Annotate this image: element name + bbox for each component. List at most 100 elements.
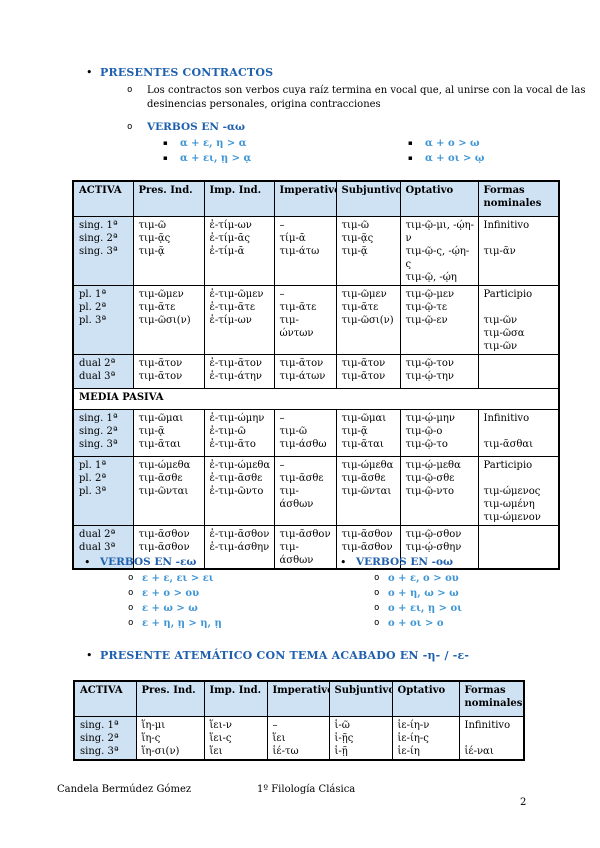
row-label-cell: pl. 1ª pl. 2ª pl. 3ª — [72, 455, 134, 526]
cell-optativo: τιμ-ῴ-μεθα τιμ-ῷ-σθε τιμ-ῷ-ντο — [399, 455, 479, 526]
contraction-rule-row: α + ε, η > α — [163, 137, 246, 150]
contraction-rule: ο + ε, ο > ου — [388, 573, 459, 584]
bullet-icon — [86, 649, 100, 662]
cell-formas — [477, 524, 560, 569]
cell-imperativo: τιμ-ᾶσθον τιμ-άσθων — [273, 524, 337, 569]
contraction-rule-row: α + ει, ῃ > ᾳ — [163, 152, 251, 165]
cell-imperativo: τιμ-ᾶτον τιμ-άτων — [273, 353, 337, 389]
circle-bullet-icon — [128, 602, 142, 615]
cell-imp-ind: ἐ-τιμ-ᾶτον ἐ-τιμ-άτην — [203, 353, 275, 389]
paradigm-table-athematic: ACTIVA Pres. Ind. Imp. Ind. Imperativo S… — [73, 680, 525, 761]
circle-bullet-icon — [374, 587, 388, 600]
contraction-rule-row: ο + ει, ῃ > οι — [374, 602, 462, 615]
column-header-imperativo: Imperativo — [273, 180, 337, 217]
contraction-rule-row: ο + ε, ο > ου — [374, 572, 459, 585]
cell-subjuntivo: ἱ-ῶ ἱ-ῇς ἱ-ῇ — [328, 715, 393, 761]
cell-formas: Infinitivo τιμ-ᾶν — [477, 215, 560, 286]
column-header-imperativo: Imperativo — [266, 680, 330, 717]
cell-imperativo: – τιμ-ᾶσθε τιμ-άσθων — [273, 455, 337, 526]
bullet-icon — [86, 66, 100, 79]
contraction-rule: α + ε, η > α — [180, 138, 247, 149]
contraction-rule: ε + ε, ει > ει — [142, 573, 214, 584]
cell-subjuntivo: τιμ-ᾶτον τιμ-ᾶτον — [335, 353, 401, 389]
cell-pres-ind: τιμ-ῶ τιμ-ᾷς τιμ-ᾷ — [132, 215, 205, 286]
media-pasiva-header: MEDIA PASIVA — [72, 387, 560, 410]
square-bullet-icon — [163, 152, 180, 165]
contraction-rule-row: ο + οι > ο — [374, 617, 444, 630]
column-header-pres-ind: Pres. Ind. — [135, 680, 205, 717]
square-bullet-icon — [408, 137, 425, 150]
contraction-rule: ε + ο > ου — [142, 588, 200, 599]
table-row-activa-dual: dual 2ª dual 3ª τιμ-ᾶτον τιμ-ᾶτον ἐ-τιμ-… — [72, 353, 560, 389]
circle-bullet-icon — [128, 617, 142, 630]
cell-pres-ind: τιμ-ῶμαι τιμ-ᾷ τιμ-ᾶται — [132, 408, 205, 457]
cell-imp-ind: ἐ-τιμ-ᾶσθον ἐ-τιμ-άσθην — [203, 524, 275, 569]
cell-subjuntivo: τιμ-ώμεθα τιμ-ᾶσθε τιμ-ῶνται — [335, 455, 401, 526]
subsection-title: VERBOS EN -οω — [356, 556, 453, 568]
contraction-rule-row: ε + ο > ου — [128, 587, 199, 600]
cell-imp-ind: ἐ-τίμ-ων ἐ-τίμ-ᾱς ἐ-τίμ-ᾱ — [203, 215, 275, 286]
table-header-row: ACTIVA Pres. Ind. Imp. Ind. Imperativo S… — [73, 680, 525, 717]
subsection-verbos-aw: VERBOS EN -αω — [127, 121, 245, 134]
cell-imp-ind: ἐ-τιμ-ώμην ἐ-τιμ-ῶ ἐ-τιμ-ᾶτο — [203, 408, 275, 457]
row-label-cell: sing. 1ª sing. 2ª sing. 3ª — [72, 215, 134, 286]
contraction-rule: α + ο > ω — [425, 138, 480, 149]
contractos-description: Los contractos son verbos cuya raíz term… — [147, 85, 586, 110]
cell-formas: Participio τιμ-ῶν τιμ-ῶσα τιμ-ῶν — [477, 284, 560, 355]
cell-imperativo: – τιμ-ᾶτε τιμ-ώντων — [273, 284, 337, 355]
column-header-optativo: Optativo — [391, 680, 460, 717]
column-header-activa: ACTIVA — [72, 180, 134, 217]
cell-imp-ind: ἐ-τιμ-ῶμεν ἐ-τιμ-ᾶτε ἐ-τίμ-ων — [203, 284, 275, 355]
row-label-cell: dual 2ª dual 3ª — [72, 524, 134, 569]
column-header-optativo: Optativo — [399, 180, 479, 217]
row-label-cell: pl. 1ª pl. 2ª pl. 3ª — [72, 284, 134, 355]
cell-optativo: τιμ-ῴ-μην τιμ-ῷ-ο τιμ-ῷ-το — [399, 408, 479, 457]
cell-optativo: τιμ-ῷ-σθον τιμ-ῴ-σθην — [399, 524, 479, 569]
circle-bullet-icon — [374, 572, 388, 585]
circle-bullet-icon — [128, 572, 142, 585]
cell-pres-ind: τιμ-ώμεθα τιμ-ᾶσθε τιμ-ῶνται — [132, 455, 205, 526]
cell-imperativo: – τίμ-ᾱ τιμ-άτω — [273, 215, 337, 286]
column-header-formas: Formas nominales — [477, 180, 560, 217]
cell-imp-ind: ἵει-ν ἵει-ς ἵει — [203, 715, 268, 761]
circle-bullet-icon — [128, 587, 142, 600]
subsection-title: VERBOS EN -αω — [147, 121, 246, 133]
cell-formas — [477, 353, 560, 389]
subsection-verbos-ow: VERBOS EN -οω — [340, 556, 453, 569]
contraction-rule-row: ε + η, ῃ > η, ῃ — [128, 617, 222, 630]
circle-bullet-icon — [374, 617, 388, 630]
subsection-verbos-ew: VERBOS EN -εω — [84, 556, 196, 569]
footer-author: Candela Bermúdez Gómez — [57, 784, 192, 795]
contraction-rule-row: α + οι > ῳ — [408, 152, 484, 165]
cell-optativo: τιμ-ῷ-μεν τιμ-ῷ-τε τιμ-ῷ-εν — [399, 284, 479, 355]
cell-optativo: ἱε-ίη-ν ἱε-ίη-ς ἱε-ίη — [391, 715, 460, 761]
circle-bullet-icon — [127, 121, 147, 134]
cell-subjuntivo: τιμ-ῶ τιμ-ᾷς τιμ-ᾷ — [335, 215, 401, 286]
contraction-rule: ε + η, ῃ > η, ῃ — [142, 618, 222, 629]
row-label-cell: sing. 1ª sing. 2ª sing. 3ª — [72, 408, 134, 457]
contraction-rule: ο + η, ω > ω — [388, 588, 459, 599]
contraction-rule: ο + οι > ο — [388, 618, 444, 629]
column-header-subjuntivo: Subjuntivo — [328, 680, 393, 717]
column-header-subjuntivo: Subjuntivo — [335, 180, 401, 217]
paradigm-table-contract-verbs: ACTIVA Pres. Ind. Imp. Ind. Imperativo S… — [72, 180, 560, 570]
table-row-activa-plural: pl. 1ª pl. 2ª pl. 3ª τιμ-ῶμεν τιμ-ᾶτε τι… — [72, 284, 560, 355]
contraction-rule: ε + ω > ω — [142, 603, 198, 614]
cell-imp-ind: ἐ-τιμ-ώμεθα ἐ-τιμ-ᾶσθε ἐ-τιμ-ῶντο — [203, 455, 275, 526]
section-presentes-contractos: PRESENTES CONTRACTOS — [86, 66, 273, 79]
contraction-rule: α + οι > ῳ — [425, 153, 485, 164]
contraction-rule-row: ο + η, ω > ω — [374, 587, 459, 600]
circle-bullet-icon — [374, 602, 388, 615]
contraction-rule: α + ει, ῃ > ᾳ — [180, 153, 252, 164]
column-header-pres-ind: Pres. Ind. — [132, 180, 205, 217]
table-row-mediapasiva-singular: sing. 1ª sing. 2ª sing. 3ª τιμ-ῶμαι τιμ-… — [72, 408, 560, 457]
cell-optativo: τιμ-ῷ-τον τιμ-ῴ-την — [399, 353, 479, 389]
bullet-icon — [84, 556, 100, 569]
contraction-rule: ο + ει, ῃ > οι — [388, 603, 463, 614]
subsection-title: VERBOS EN -εω — [100, 556, 197, 568]
cell-subjuntivo: τιμ-ῶμαι τιμ-ᾷ τιμ-ᾶται — [335, 408, 401, 457]
contraction-rule-row: α + ο > ω — [408, 137, 480, 150]
table-row-mediapasiva-plural: pl. 1ª pl. 2ª pl. 3ª τιμ-ώμεθα τιμ-ᾶσθε … — [72, 455, 560, 526]
cell-imperativo: – ἵει ἱέ-τω — [266, 715, 330, 761]
